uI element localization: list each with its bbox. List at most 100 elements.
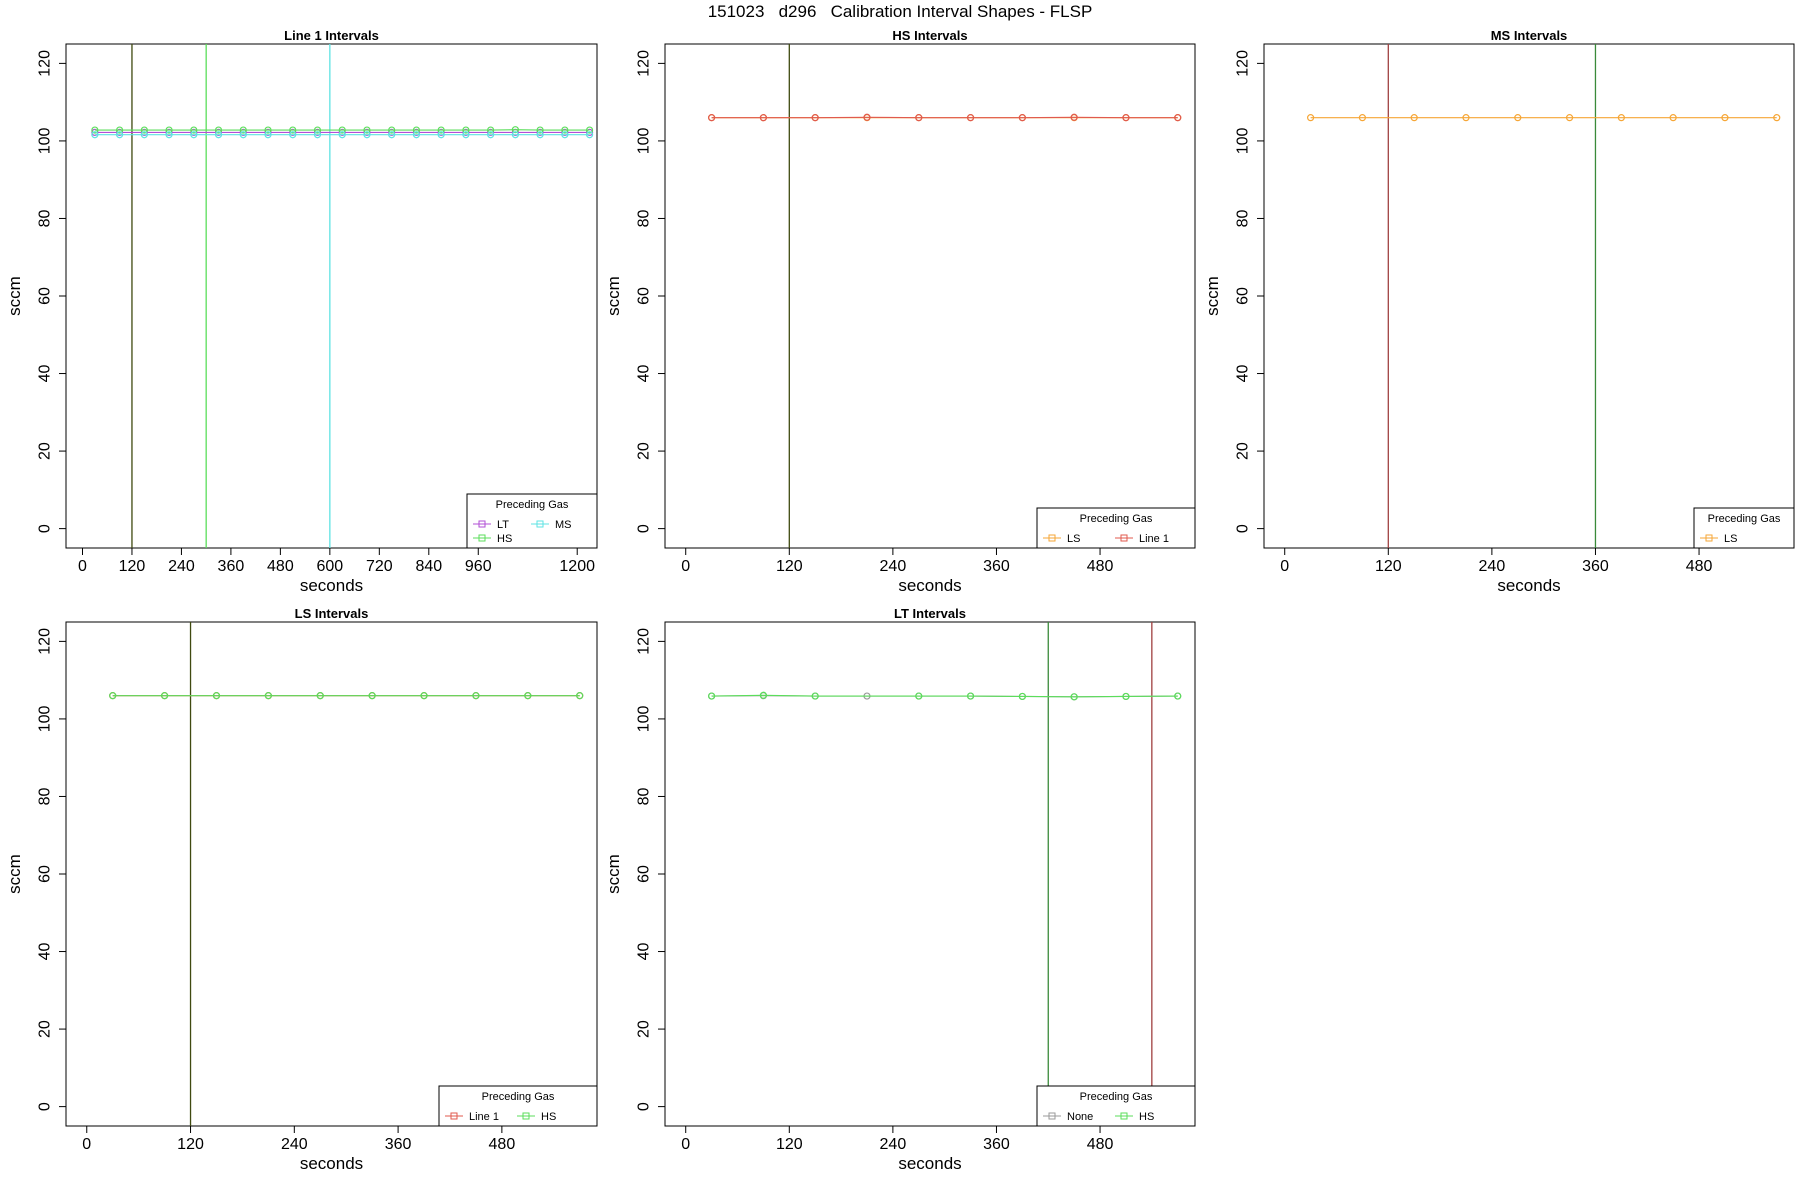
data-point	[420, 692, 428, 700]
data-point	[1122, 692, 1130, 701]
series-1	[708, 113, 1182, 122]
x-tick-label: 360	[218, 558, 245, 575]
x-tick-label: 360	[1582, 558, 1609, 575]
data-point	[338, 126, 346, 134]
data-point	[1070, 113, 1078, 121]
legend-box	[438, 1085, 598, 1127]
x-tick-label: 480	[489, 1136, 516, 1153]
data-point	[561, 126, 569, 134]
plot-frame	[664, 43, 1196, 549]
y-tick-label: 40	[636, 365, 653, 383]
data-point	[412, 126, 421, 134]
y-tick-label: 60	[37, 865, 54, 883]
data-point	[1669, 114, 1677, 122]
legend-label-ls: LS	[1724, 533, 1737, 545]
series-0	[91, 128, 594, 136]
data-point	[437, 128, 445, 136]
legend-label-hs: HS	[1139, 1111, 1154, 1123]
data-point	[759, 114, 768, 122]
data-point	[472, 692, 480, 700]
data-point	[1358, 114, 1367, 122]
legend-label-line-1: Line 1	[1139, 533, 1169, 545]
legend-box	[1036, 1085, 1196, 1127]
series-0	[1307, 114, 1781, 122]
x-tick-label: 120	[177, 1136, 204, 1153]
x-axis-label: seconds	[300, 576, 363, 595]
data-point	[239, 128, 247, 136]
legend-label-hs: HS	[497, 533, 512, 545]
data-point	[487, 131, 495, 139]
x-tick-label: 480	[1087, 558, 1114, 575]
x-tick-label: 720	[366, 558, 393, 575]
data-point	[160, 692, 169, 700]
x-tick-label: 120	[1375, 558, 1402, 575]
panel-title: LT Intervals	[894, 606, 966, 621]
plot-frame	[65, 43, 598, 549]
data-point	[1070, 693, 1078, 701]
legend: Preceding Gas LT MS HS	[466, 493, 598, 549]
data-point	[140, 126, 148, 134]
y-tick-label: 60	[636, 865, 653, 883]
data-point	[115, 126, 124, 134]
data-point	[708, 114, 716, 122]
panel-title: HS Intervals	[892, 28, 967, 43]
data-point	[363, 126, 371, 134]
data-point	[388, 131, 396, 139]
chart-panel-ms-intervals: MS Intervals 0 20 40 60 80 100 120 sccm 0 120 240 36…	[1203, 28, 1795, 595]
y-tick-label: 40	[636, 943, 653, 961]
data-point	[811, 114, 819, 122]
x-tick-label: 360	[983, 558, 1010, 575]
data-point	[313, 128, 322, 136]
x-axis-label: seconds	[898, 1154, 961, 1173]
legend-swatch-marker	[1705, 534, 1713, 542]
data-point	[462, 128, 470, 136]
data-point	[289, 126, 297, 134]
data-point	[1462, 114, 1470, 122]
y-tick-label: 0	[636, 1102, 653, 1111]
y-tick-label: 120	[37, 628, 54, 655]
data-point	[412, 128, 421, 136]
x-tick-label: 480	[267, 558, 294, 575]
data-point	[214, 126, 223, 134]
data-point	[511, 126, 519, 134]
data-point	[264, 131, 272, 139]
plot-frame	[65, 621, 598, 1127]
data-point	[313, 126, 322, 134]
data-point	[316, 692, 324, 700]
legend-swatch-marker	[522, 1112, 530, 1120]
legend-title: Preceding Gas	[1080, 513, 1153, 525]
y-tick-label: 100	[37, 127, 54, 154]
series-2	[91, 131, 594, 139]
y-tick-label: 40	[37, 365, 54, 383]
y-tick-label: 80	[1235, 209, 1252, 227]
data-point	[966, 114, 975, 122]
data-point	[368, 692, 376, 700]
y-axis-label: sccm	[1203, 276, 1222, 316]
data-point	[214, 131, 223, 139]
data-point	[576, 692, 584, 700]
data-point	[239, 131, 247, 139]
data-point	[91, 131, 99, 139]
legend: Preceding Gas Line 1 HS	[438, 1085, 598, 1127]
chart-panel-ls-intervals: LS Intervals 0 20 40 60 80 100 120 sccm 0 120 240 36…	[5, 606, 598, 1173]
data-point	[91, 128, 99, 136]
legend-swatch-marker	[478, 520, 486, 528]
y-axis-label: sccm	[604, 854, 623, 894]
data-point	[437, 131, 445, 139]
x-axis-label: seconds	[300, 1154, 363, 1173]
data-point	[1773, 114, 1781, 122]
legend: Preceding Gas None HS	[1036, 1085, 1196, 1127]
y-tick-label: 0	[1235, 524, 1252, 533]
data-point	[140, 131, 148, 139]
y-tick-label: 20	[1235, 442, 1252, 460]
data-point	[1018, 692, 1026, 701]
legend-swatch-marker	[1120, 534, 1128, 542]
panel-title: Line 1 Intervals	[284, 28, 379, 43]
x-tick-label: 480	[1686, 558, 1713, 575]
x-axis-label: seconds	[898, 576, 961, 595]
data-point	[487, 126, 495, 134]
legend-title: Preceding Gas	[482, 1091, 555, 1103]
x-tick-label: 480	[1087, 1136, 1114, 1153]
data-point	[115, 131, 124, 139]
y-tick-label: 80	[636, 209, 653, 227]
